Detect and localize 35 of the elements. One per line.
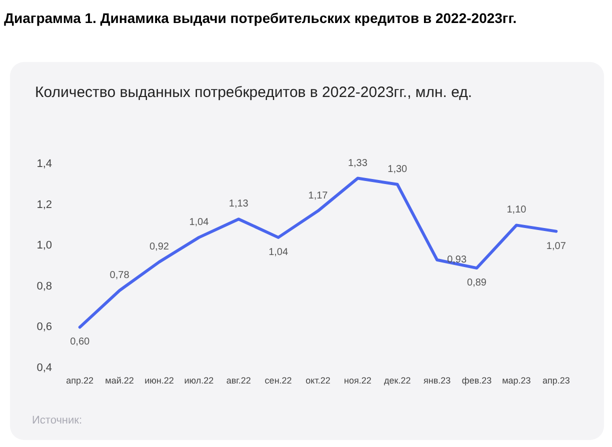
data-label: 0,92	[149, 241, 170, 252]
x-tick-label: сен.22	[264, 376, 292, 386]
data-label: 1,33	[348, 158, 368, 169]
chart-subtitle: Количество выданных потребкредитов в 2022-2023гг., млн. ед.	[35, 84, 472, 101]
data-label: 0,89	[467, 278, 487, 289]
x-tick-label: дек.22	[384, 376, 411, 386]
data-label: 1,13	[228, 198, 249, 210]
y-tick-label: 0,4	[36, 362, 52, 374]
data-label: 0,78	[110, 270, 130, 281]
data-label: 1,10	[506, 204, 527, 216]
y-tick-label: 0,6	[36, 321, 52, 334]
x-tick-label: фев.23	[462, 376, 492, 386]
x-tick-label: апр.23	[542, 376, 570, 386]
x-tick-label: ноя.22	[344, 376, 372, 386]
y-tick-label: 1,2	[36, 198, 52, 211]
text: Источник:	[32, 414, 82, 426]
data-label: 1,30	[388, 164, 408, 175]
x-tick-label: апр.22	[66, 376, 94, 386]
data-label: 1,04	[189, 216, 210, 228]
data-label: 1,17	[308, 190, 328, 202]
data-label: 1,04	[268, 246, 288, 258]
x-tick-label: окт.22	[306, 376, 330, 386]
data-label: 1,07	[546, 240, 566, 252]
x-tick-label: май.22	[105, 376, 134, 386]
x-tick-label: мар.23	[502, 376, 531, 386]
x-tick-label: янв.23	[424, 376, 451, 386]
x-tick-label: июл.22	[184, 376, 214, 386]
data-label: 0,60	[70, 336, 90, 348]
x-tick-label: авг.22	[226, 376, 251, 386]
data-label: 0,93	[447, 254, 467, 266]
y-tick-label: 0,8	[36, 280, 52, 292]
x-tick-label: июн.22	[144, 376, 174, 386]
y-tick-label: 1,0	[36, 240, 52, 252]
y-tick-label: 1,4	[36, 158, 52, 170]
chart-title: Диаграмма 1. Динамика выдачи потребительских кредитов в 2022-2023гг.	[4, 9, 518, 28]
